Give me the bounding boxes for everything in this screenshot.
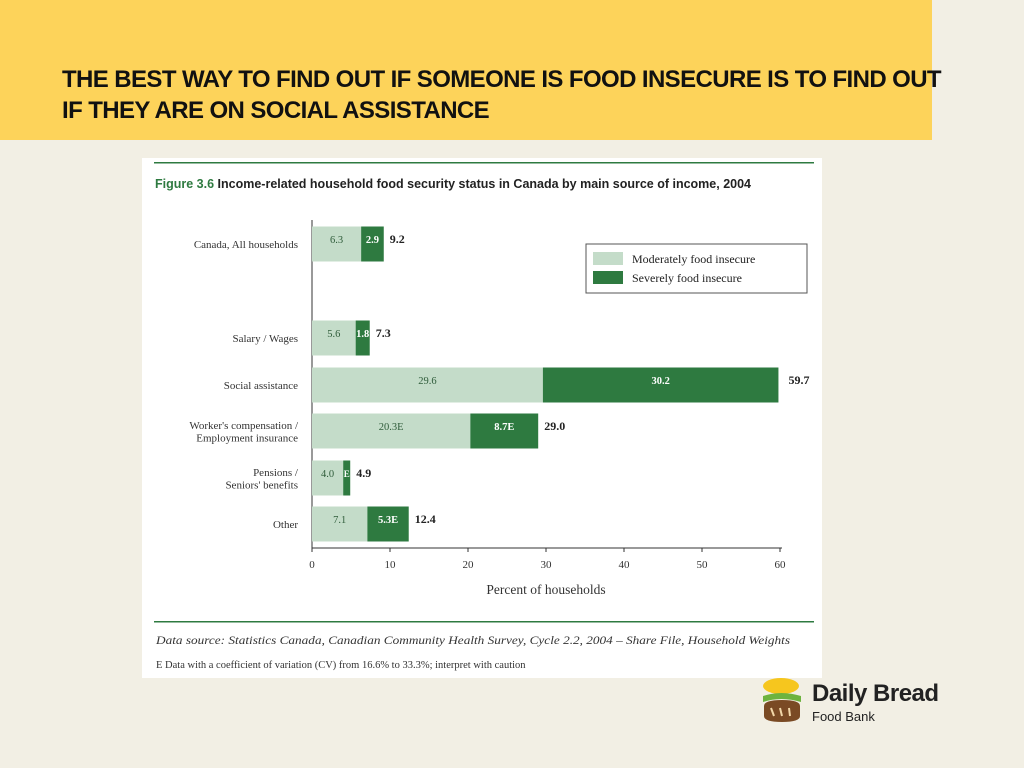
x-tick-label: 40 (619, 559, 631, 571)
data-label-total: 9.2 (390, 232, 405, 246)
category-label: Other (273, 519, 298, 531)
bar-moderate (312, 413, 471, 449)
bar-moderate (312, 226, 362, 262)
bread-logo-icon (763, 678, 801, 722)
bar-moderate (312, 320, 356, 356)
bar-severe (343, 460, 351, 496)
data-label-moderate: 6.3 (330, 235, 343, 246)
category-label: Salary / Wages (232, 333, 298, 345)
category-label: Social assistance (224, 380, 298, 392)
category-label: Canada, All households (194, 239, 298, 251)
legend-label-severe: Severely food insecure (632, 271, 742, 285)
legend-label-moderate: Moderately food insecure (632, 252, 755, 266)
bar-severe (542, 367, 779, 403)
bar-moderate (312, 506, 368, 542)
logo-name: Daily Bread (812, 680, 939, 707)
logo-subtitle: Food Bank (812, 709, 875, 724)
legend-swatch-severe (593, 271, 623, 284)
x-tick-label: 0 (309, 559, 315, 571)
category-label: Seniors' benefits (225, 479, 298, 491)
data-label-severe: 1.8 (356, 329, 369, 340)
x-tick-label: 20 (463, 559, 475, 571)
category-label: Employment insurance (196, 432, 298, 444)
legend-swatch-moderate (593, 252, 623, 265)
data-label-severe: 2.9 (366, 235, 379, 246)
footnote: E Data with a coefficient of variation (… (156, 660, 526, 671)
x-axis-label: Percent of households (486, 582, 605, 597)
data-label-moderate: 4.0 (321, 469, 334, 480)
data-label-moderate: 7.1 (333, 515, 346, 526)
data-label-moderate: 5.6 (327, 329, 340, 340)
data-label-total: 12.4 (415, 512, 436, 526)
stacked-bar-chart: Figure 3.6 Income-related household food… (154, 162, 814, 671)
figure-title: Figure 3.6 Income-related household food… (155, 177, 751, 191)
title-banner (0, 0, 932, 140)
data-label-moderate: 20.3E (379, 422, 404, 433)
data-label-total: 59.7 (788, 373, 809, 387)
category-label: Worker's compensation / (189, 420, 299, 432)
figure-title-text: Income-related household food security s… (218, 177, 752, 191)
data-label-total: 4.9 (356, 466, 371, 480)
data-source: Data source: Statistics Canada, Canadian… (155, 635, 791, 647)
x-tick-label: 60 (775, 559, 787, 571)
bar-severe (355, 320, 370, 356)
data-label-severe: E (344, 469, 350, 479)
bar-severe (361, 226, 384, 262)
category-label: Pensions / (253, 467, 299, 479)
bar-moderate (312, 367, 543, 403)
bar-severe (470, 413, 539, 449)
data-label-moderate: 29.6 (418, 376, 436, 387)
figure-label: Figure 3.6 (155, 177, 218, 191)
x-tick-label: 50 (697, 559, 709, 571)
bar-moderate (312, 460, 344, 496)
data-label-severe: 30.2 (651, 376, 669, 387)
bottom-rule (154, 621, 814, 623)
x-tick-label: 10 (385, 559, 397, 571)
x-tick-label: 30 (541, 559, 553, 571)
data-label-total: 7.3 (376, 326, 391, 340)
slide-title: THE BEST WAY TO FIND OUT IF SOMEONE IS F… (62, 66, 942, 124)
top-rule (154, 162, 814, 164)
figure-panel: Figure 3.6 Income-related household food… (142, 158, 822, 678)
data-label-total: 29.0 (544, 419, 565, 433)
daily-bread-logo: Daily Bread Food Bank (760, 676, 960, 732)
data-label-severe: 5.3E (378, 515, 398, 526)
bar-severe (367, 506, 409, 542)
data-label-severe: 8.7E (494, 422, 514, 433)
